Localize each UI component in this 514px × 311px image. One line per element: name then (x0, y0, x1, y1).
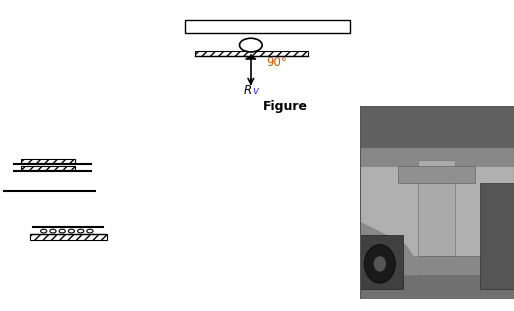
Circle shape (374, 256, 386, 272)
Circle shape (41, 229, 47, 233)
Bar (21, 159, 75, 163)
Circle shape (50, 229, 56, 233)
Text: 90°: 90° (266, 56, 287, 69)
Bar (398, 165, 475, 183)
Bar (30, 234, 107, 240)
Bar (360, 148, 514, 167)
Bar (360, 106, 514, 148)
Text: Figure: Figure (263, 100, 308, 113)
Bar (418, 160, 455, 256)
Circle shape (240, 38, 262, 52)
Circle shape (78, 229, 84, 233)
Bar (21, 166, 75, 170)
Bar (394, 256, 480, 279)
Bar (195, 51, 308, 56)
Text: $R$: $R$ (243, 84, 252, 97)
Bar (185, 20, 350, 33)
Bar (360, 235, 403, 289)
Circle shape (87, 229, 93, 233)
Bar (195, 51, 308, 56)
Polygon shape (360, 221, 418, 276)
Bar (360, 276, 514, 299)
Circle shape (68, 229, 75, 233)
Bar (30, 234, 107, 240)
Bar (21, 166, 75, 170)
Circle shape (59, 229, 65, 233)
Bar (21, 159, 75, 163)
Polygon shape (246, 56, 256, 59)
Text: $v$: $v$ (252, 86, 260, 95)
Bar (480, 183, 514, 289)
Circle shape (364, 244, 395, 283)
